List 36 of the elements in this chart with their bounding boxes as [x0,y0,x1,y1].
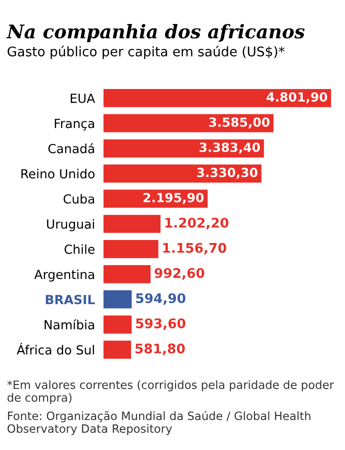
bar [104,340,132,359]
y-tick-label: Cuba [64,194,94,204]
bar [104,139,264,158]
bar [104,114,274,132]
chart-subtitle: Gasto público per capita em saúde (US$)* [8,46,285,59]
data-label: 593,60 [136,318,186,330]
y-tick-label: BRASIL [46,294,95,304]
data-label: 1.156,70 [163,242,226,255]
y-tick-label: Reino Unido [21,168,94,178]
chart-title: Na companhia dos africanos [6,24,305,42]
data-label: 992,60 [154,268,204,280]
data-label: 2.195,90 [144,192,204,204]
source-note: Fonte: Organização Mundial da Saúde / Global Health Observatory Data Repository [8,410,310,436]
bar [104,315,132,334]
data-label: 594,90 [136,293,186,305]
y-tick-label: Argentina [34,269,94,282]
data-label: 3.330,30 [197,168,258,179]
bar [104,89,332,108]
text: *Em valores correntes (corrigidos pela paridade de poder de compra) [7,380,334,404]
y-tick-label: África do Sul [16,342,94,355]
y-tick-label: Namíbia [44,319,94,330]
y-tick-label: Uruguai [47,219,94,232]
y-tick-label: Chile [64,244,94,254]
data-label: 3.585,00 [209,117,270,128]
y-tick-label: EUA [70,94,96,104]
data-label: 3.383,40 [200,142,260,154]
data-label: 581,80 [136,344,185,356]
bar [104,164,262,183]
y-tick-label: Canadá [48,143,94,154]
data-label: 4.801,90 [266,92,328,104]
bar [104,214,161,233]
data-label: 1.202,20 [165,218,228,230]
bar [104,240,158,258]
bar [104,265,151,284]
y-tick-label: França [54,118,94,130]
bar [104,290,132,308]
